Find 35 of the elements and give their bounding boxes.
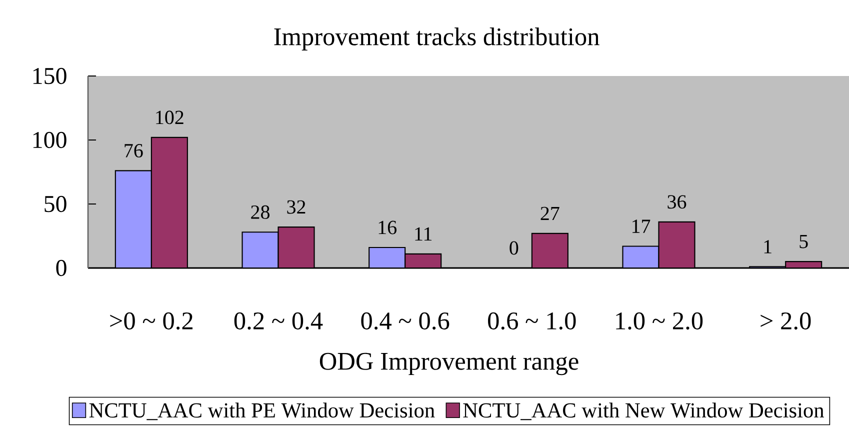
data-label: 76 — [124, 144, 143, 158]
data-label: 5 — [800, 234, 808, 248]
x-axis-title: ODG Improvement range — [320, 352, 578, 376]
bar — [242, 232, 279, 268]
data-label: 16 — [378, 220, 396, 234]
x-tick-label: 0.2 ~ 0.4 — [234, 312, 323, 330]
bar — [278, 226, 315, 268]
bar — [404, 253, 442, 268]
x-tick-label: > 2.0 — [760, 312, 811, 330]
x-tick-label: 0.6 ~ 1.0 — [488, 312, 576, 330]
legend-label: NCTU_AAC with PE Window Decision — [89, 402, 435, 420]
x-tick-label: >0 ~ 0.2 — [110, 312, 192, 330]
data-label: 17 — [632, 220, 650, 233]
x-tick-label: 0.4 ~ 0.6 — [361, 312, 450, 330]
data-label: 102 — [156, 110, 184, 124]
bar — [531, 232, 568, 268]
data-label: 28 — [251, 205, 270, 219]
data-label: 36 — [668, 195, 686, 209]
bar — [150, 136, 188, 268]
bar — [658, 221, 696, 268]
y-tick-label: 100 — [33, 132, 66, 148]
data-label: 11 — [415, 227, 432, 241]
data-label: 27 — [540, 206, 560, 220]
legend-label: NCTU_AAC with New Window Decision — [463, 402, 824, 420]
bar — [622, 246, 660, 268]
y-tick-label: 150 — [33, 68, 66, 84]
bar — [114, 170, 152, 268]
bar — [368, 246, 406, 268]
y-tick-label: 50 — [44, 196, 66, 212]
data-label: 1 — [764, 240, 772, 254]
data-label: 32 — [287, 200, 306, 214]
data-label: 0 — [510, 241, 518, 255]
x-tick-label: 1.0 ~ 2.0 — [616, 312, 703, 330]
chart-title: Improvement tracks distribution — [274, 28, 600, 50]
y-tick-label: 0 — [56, 260, 66, 276]
